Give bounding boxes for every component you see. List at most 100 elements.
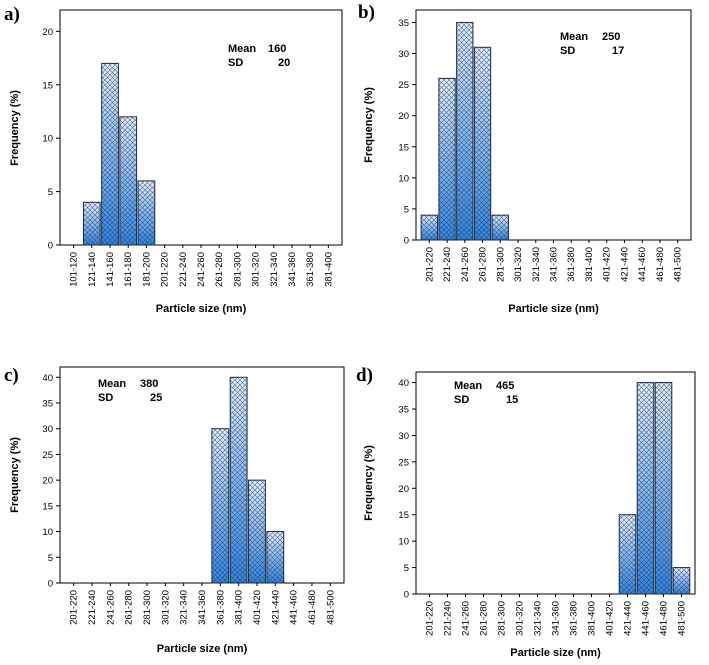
bar-hatch xyxy=(266,531,285,584)
y-tick-label: 15 xyxy=(42,501,53,512)
y-tick-label: 10 xyxy=(398,173,409,184)
y-tick-label: 25 xyxy=(42,450,53,461)
y-tick-label: 40 xyxy=(42,373,53,384)
sd-label: SD xyxy=(228,57,243,69)
bar-hatch xyxy=(654,382,673,595)
x-tick-label: 481-500 xyxy=(677,601,688,636)
chart-panel-b: b) 0 5 10 15 20 25 30 35 201-220 221-240 241-260 26… xyxy=(354,0,709,330)
x-tick-label: 241-260 xyxy=(460,247,471,282)
y-axis-title: Frequency (%) xyxy=(363,445,375,521)
x-tick-label: 421-440 xyxy=(623,601,634,636)
x-tick-label: 321-340 xyxy=(179,590,190,625)
x-tick-label: 441-460 xyxy=(637,247,648,282)
x-tick-label: 381-400 xyxy=(234,590,245,625)
bar-hatch xyxy=(473,46,492,241)
x-tick-label: 361-380 xyxy=(566,247,577,282)
x-tick-label: 241-260 xyxy=(196,252,207,287)
bar-hatch xyxy=(101,62,119,246)
x-tick-label: 421-440 xyxy=(619,247,630,282)
x-tick-label: 161-180 xyxy=(123,252,134,287)
mean-value: 160 xyxy=(268,43,286,55)
bar-hatch xyxy=(456,21,474,241)
x-tick-label: 241-260 xyxy=(461,601,472,636)
chart-svg-d: 0 5 10 15 20 25 30 35 40 201-220 221-240 241-260 261… xyxy=(363,371,696,659)
y-tick-label: 0 xyxy=(48,579,53,590)
x-tick-label: 201-220 xyxy=(69,590,80,625)
x-tick-label: 341-360 xyxy=(197,590,208,625)
bar-hatch xyxy=(82,201,101,246)
chart-svg-c: 0 5 10 15 20 25 30 35 40 201-220 221-240 241-260 261… xyxy=(9,366,345,655)
x-tick-label: 281-300 xyxy=(495,247,506,282)
y-tick-label: 10 xyxy=(398,537,409,548)
x-axis-title: Particle size (nm) xyxy=(156,303,247,315)
chart-svg-b: 0 5 10 15 20 25 30 35 201-220 221-240 241-260 261-2… xyxy=(363,9,692,315)
sd-value: 20 xyxy=(278,57,290,69)
y-tick-label: 20 xyxy=(42,476,53,487)
bar-hatch xyxy=(211,428,230,584)
x-tick-label: 341-360 xyxy=(549,247,560,282)
mean-label: Mean xyxy=(228,43,256,55)
x-tick-label: 461-480 xyxy=(655,247,666,282)
x-tick-label: 261-280 xyxy=(479,601,490,636)
bar-hatch xyxy=(119,116,138,246)
x-tick-label: 381-400 xyxy=(587,601,598,636)
bar-hatch xyxy=(438,77,456,241)
y-tick-label: 30 xyxy=(42,424,53,435)
x-tick-label: 281-300 xyxy=(232,252,243,287)
panel-label-b: b) xyxy=(358,2,375,23)
bar-hatch xyxy=(636,382,655,595)
sd-label: SD xyxy=(454,394,469,406)
y-tick-label: 20 xyxy=(398,484,409,495)
x-tick-label: 261-280 xyxy=(124,590,135,625)
bar-hatch xyxy=(672,567,691,595)
x-tick-label: 261-280 xyxy=(214,252,225,287)
x-tick-label: 221-240 xyxy=(442,247,453,282)
bar-hatch xyxy=(137,180,156,246)
mean-value: 380 xyxy=(140,378,158,390)
x-tick-label: 321-340 xyxy=(269,252,280,287)
x-tick-label: 381-400 xyxy=(584,247,595,282)
x-tick-label: 341-360 xyxy=(551,601,562,636)
y-tick-label: 15 xyxy=(42,80,53,91)
y-tick-label: 35 xyxy=(42,399,53,410)
y-tick-label: 30 xyxy=(398,49,409,60)
y-tick-label: 25 xyxy=(398,80,409,91)
chart-panel-a: a) 0 5 10 15 20 101-120 121-140 141-160 161-180 1… xyxy=(0,0,354,330)
x-axis-title: Particle size (nm) xyxy=(508,303,599,315)
y-tick-label: 35 xyxy=(398,18,409,29)
sd-value: 25 xyxy=(150,392,162,404)
x-tick-label: 401-420 xyxy=(605,601,616,636)
panel-label-c: c) xyxy=(4,365,19,386)
bar-hatch xyxy=(229,376,248,584)
sd-value: 15 xyxy=(506,394,518,406)
y-tick-label: 0 xyxy=(404,236,409,247)
y-tick-label: 35 xyxy=(398,405,409,416)
x-axis-title: Particle size (nm) xyxy=(157,643,248,655)
y-tick-label: 25 xyxy=(398,457,409,468)
x-tick-label: 121-140 xyxy=(87,252,98,287)
x-tick-label: 281-300 xyxy=(497,601,508,636)
x-tick-label: 361-380 xyxy=(569,601,580,636)
x-tick-label: 461-480 xyxy=(659,601,670,636)
y-tick-label: 5 xyxy=(404,563,409,574)
y-tick-label: 5 xyxy=(48,187,53,198)
y-tick-label: 5 xyxy=(404,204,409,215)
chart-svg-a: 0 5 10 15 20 101-120 121-140 141-160 161-180 181-… xyxy=(9,9,343,315)
x-tick-label: 481-500 xyxy=(673,247,684,282)
x-axis-title: Particle size (nm) xyxy=(510,647,601,659)
y-tick-label: 30 xyxy=(398,431,409,442)
x-tick-label: 241-260 xyxy=(105,590,116,625)
x-tick-label: 221-240 xyxy=(87,590,98,625)
x-tick-label: 481-500 xyxy=(325,590,336,625)
x-tick-label: 401-420 xyxy=(252,590,263,625)
x-tick-label: 201-220 xyxy=(425,601,436,636)
y-tick-label: 20 xyxy=(398,111,409,122)
x-tick-label: 441-460 xyxy=(289,590,300,625)
mean-value: 465 xyxy=(496,380,514,392)
x-tick-label: 421-440 xyxy=(270,590,281,625)
x-tick-label: 361-380 xyxy=(215,590,226,625)
y-tick-label: 40 xyxy=(398,378,409,389)
y-axis-title: Frequency (%) xyxy=(9,437,21,513)
x-tick-label: 341-360 xyxy=(287,252,298,287)
mean-label: Mean xyxy=(454,380,482,392)
